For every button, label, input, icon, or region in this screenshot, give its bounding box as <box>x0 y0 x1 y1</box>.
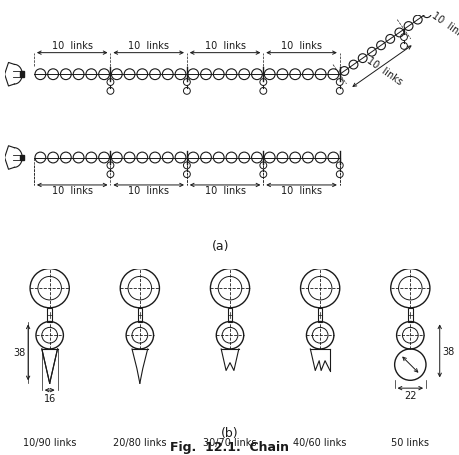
Text: 10  links: 10 links <box>204 40 245 51</box>
Text: 10  links: 10 links <box>51 185 93 195</box>
Text: 40/60 links: 40/60 links <box>293 437 346 447</box>
Text: 10  links: 10 links <box>280 185 321 195</box>
Bar <box>47 308 52 322</box>
Text: 10  links: 10 links <box>280 40 321 51</box>
Text: 10  links: 10 links <box>428 10 459 42</box>
Text: 16: 16 <box>44 393 56 403</box>
Bar <box>20 155 24 161</box>
Text: 22: 22 <box>403 390 416 400</box>
Text: 10  links: 10 links <box>204 185 245 195</box>
Text: 10  links: 10 links <box>128 40 169 51</box>
Text: 10  links: 10 links <box>364 55 403 87</box>
Text: Fig.  12.1.  Chain: Fig. 12.1. Chain <box>170 440 289 453</box>
Text: 10/90 links: 10/90 links <box>23 437 76 447</box>
Bar <box>317 308 322 322</box>
Text: 20/80 links: 20/80 links <box>113 437 166 447</box>
Bar <box>137 308 142 322</box>
Bar <box>227 308 232 322</box>
Bar <box>407 308 412 322</box>
Bar <box>20 72 24 78</box>
Text: 10  links: 10 links <box>128 185 169 195</box>
Text: (b): (b) <box>221 426 238 439</box>
Text: 30/70 links: 30/70 links <box>203 437 256 447</box>
Text: 38: 38 <box>13 348 25 358</box>
Text: 10  links: 10 links <box>51 40 93 51</box>
Text: (a): (a) <box>211 240 229 253</box>
Text: 38: 38 <box>442 346 454 356</box>
Text: 50 links: 50 links <box>391 437 428 447</box>
